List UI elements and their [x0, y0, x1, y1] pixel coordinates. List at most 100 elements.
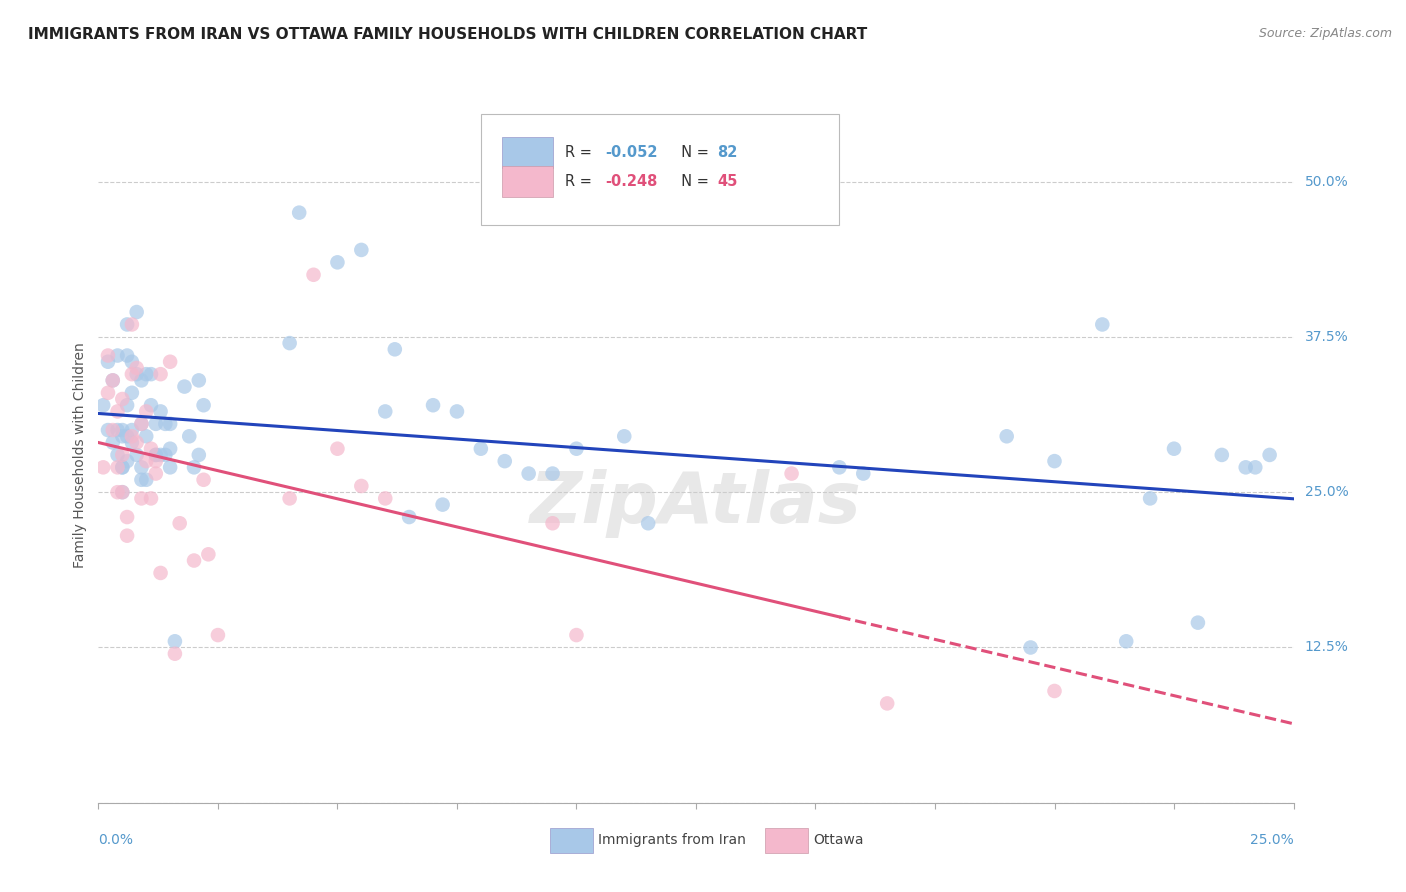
Point: [97, 423, 120, 437]
Text: -0.052: -0.052: [605, 145, 658, 160]
Point: [374, 491, 396, 506]
Point: [149, 404, 172, 418]
Text: Ottawa: Ottawa: [813, 833, 863, 847]
Point: [193, 398, 215, 412]
Point: [159, 460, 181, 475]
Point: [121, 423, 143, 437]
Point: [111, 460, 134, 475]
Point: [1139, 491, 1161, 506]
Point: [187, 448, 209, 462]
FancyBboxPatch shape: [502, 166, 553, 197]
Text: ZipAtlas: ZipAtlas: [530, 469, 862, 538]
Point: [613, 429, 636, 443]
Text: N =: N =: [672, 174, 714, 189]
Point: [159, 442, 181, 456]
Point: [145, 417, 167, 431]
Point: [111, 448, 134, 462]
Point: [139, 398, 162, 412]
Point: [422, 398, 444, 412]
Point: [446, 404, 468, 418]
Point: [350, 479, 373, 493]
Point: [197, 547, 219, 561]
Point: [179, 429, 201, 443]
Text: 25.0%: 25.0%: [1305, 485, 1348, 500]
Point: [1211, 448, 1233, 462]
Point: [852, 467, 875, 481]
Point: [288, 205, 311, 219]
Text: 37.5%: 37.5%: [1305, 330, 1348, 344]
Point: [131, 373, 153, 387]
Point: [145, 454, 167, 468]
Point: [125, 305, 148, 319]
Point: [91, 460, 114, 475]
Point: [107, 349, 129, 363]
Point: [115, 454, 138, 468]
Text: 45: 45: [717, 174, 738, 189]
Point: [155, 417, 177, 431]
Point: [121, 367, 143, 381]
Point: [159, 355, 181, 369]
Point: [131, 460, 153, 475]
Point: [131, 417, 153, 431]
Point: [111, 423, 134, 437]
Point: [187, 373, 209, 387]
Point: [828, 460, 851, 475]
Point: [302, 268, 325, 282]
Point: [145, 448, 167, 462]
Point: [193, 473, 215, 487]
Point: [278, 336, 301, 351]
Point: [121, 318, 143, 332]
FancyBboxPatch shape: [481, 114, 839, 226]
Point: [111, 460, 134, 475]
Point: [135, 473, 157, 487]
Point: [149, 566, 172, 580]
Point: [107, 404, 129, 418]
Point: [149, 367, 172, 381]
Text: Source: ZipAtlas.com: Source: ZipAtlas.com: [1258, 27, 1392, 40]
Point: [111, 429, 134, 443]
Point: [494, 454, 516, 468]
Point: [169, 516, 191, 531]
Point: [173, 379, 195, 393]
Point: [1043, 684, 1066, 698]
Point: [1258, 448, 1281, 462]
Point: [125, 448, 148, 462]
Point: [374, 404, 396, 418]
Text: 50.0%: 50.0%: [1305, 175, 1348, 188]
Point: [97, 385, 120, 400]
Point: [97, 349, 120, 363]
Point: [326, 442, 349, 456]
Point: [139, 367, 162, 381]
Point: [780, 467, 803, 481]
Text: 82: 82: [717, 145, 738, 160]
Point: [111, 392, 134, 406]
FancyBboxPatch shape: [502, 137, 553, 168]
Text: R =: R =: [565, 174, 596, 189]
Point: [139, 442, 162, 456]
FancyBboxPatch shape: [550, 828, 593, 853]
Point: [101, 423, 124, 437]
Point: [135, 429, 157, 443]
Point: [1163, 442, 1185, 456]
Point: [183, 460, 205, 475]
Point: [115, 349, 138, 363]
Point: [139, 491, 162, 506]
Point: [101, 435, 124, 450]
Point: [384, 343, 406, 357]
Point: [163, 634, 186, 648]
Point: [115, 529, 138, 543]
Point: [149, 448, 172, 462]
Point: [107, 460, 129, 475]
Point: [125, 361, 148, 376]
Point: [107, 485, 129, 500]
Point: [91, 398, 114, 412]
Point: [1234, 460, 1257, 475]
Text: N =: N =: [672, 145, 714, 160]
Point: [159, 417, 181, 431]
Point: [121, 385, 143, 400]
Point: [565, 442, 588, 456]
Point: [107, 423, 129, 437]
Text: -0.248: -0.248: [605, 174, 658, 189]
Point: [1187, 615, 1209, 630]
Point: [125, 435, 148, 450]
